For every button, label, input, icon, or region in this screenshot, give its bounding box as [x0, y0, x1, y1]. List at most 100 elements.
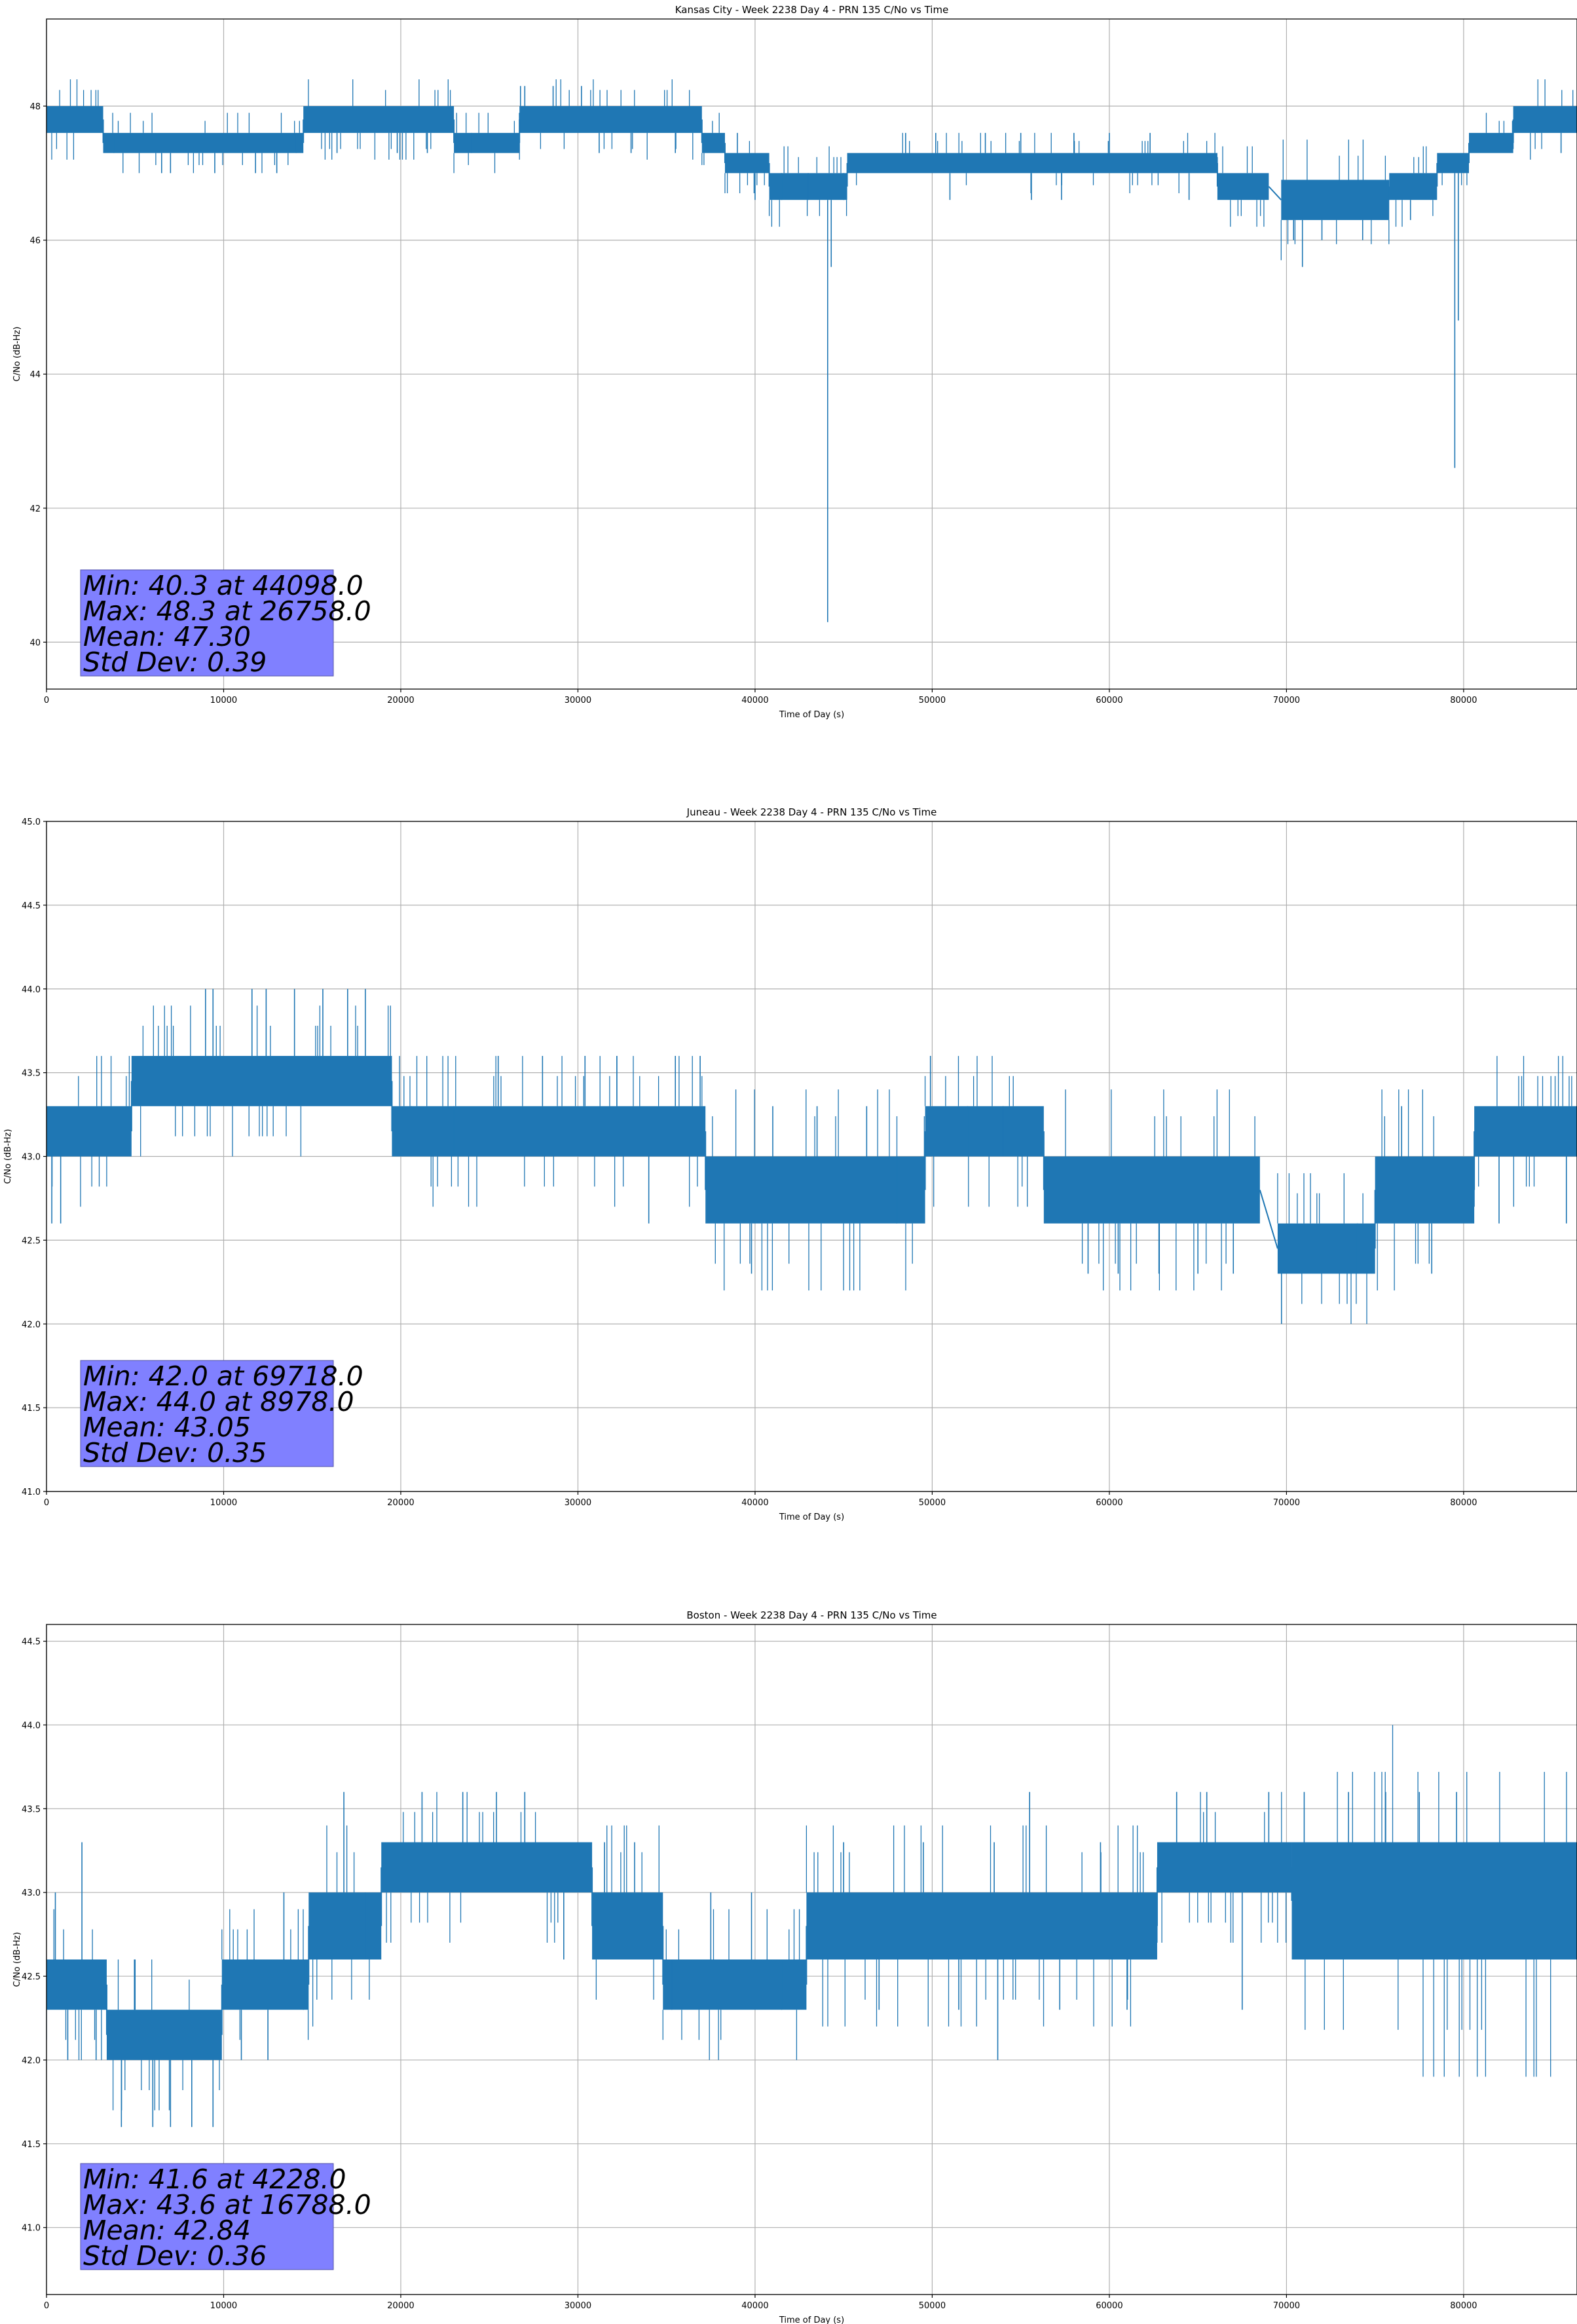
stats-line: Mean: 43.05 [83, 1412, 251, 1443]
chart-title: Juneau - Week 2238 Day 4 - PRN 135 C/No … [686, 806, 937, 818]
stats-box [80, 569, 334, 677]
x-tick-label: 10000 [210, 696, 237, 705]
x-tick-label: 20000 [387, 696, 414, 705]
data-band [1281, 179, 1390, 220]
data-band [303, 105, 455, 133]
y-tick-label: 44.5 [22, 901, 41, 911]
stats-line: Std Dev: 0.35 [83, 1437, 267, 1469]
x-tick-label: 60000 [1096, 2301, 1122, 2311]
data-band [1217, 173, 1269, 200]
x-axis-label: Time of Day (s) [779, 2315, 844, 2324]
data-band [1291, 1842, 1577, 1960]
x-tick-label: 80000 [1450, 696, 1477, 705]
x-tick-label: 80000 [1450, 1498, 1477, 1508]
y-tick-label: 41.5 [22, 2140, 41, 2150]
data-band [308, 1892, 382, 1960]
data-band [221, 1959, 309, 2010]
y-tick-label: 44.0 [22, 985, 41, 995]
data-band [1043, 1156, 1260, 1224]
stats-line: Min: 42.0 at 69718.0 [83, 1360, 363, 1392]
data-band [1469, 132, 1513, 153]
stats-line: Min: 41.6 at 4228.0 [83, 2164, 346, 2195]
series-line [46, 1725, 1577, 2127]
x-tick-label: 70000 [1273, 2301, 1300, 2311]
data-band [925, 1106, 1044, 1157]
y-axis-label: C/No (dB-Hz) [3, 1129, 13, 1184]
y-tick-label: 44.0 [22, 1721, 41, 1731]
x-tick-label: 40000 [741, 1498, 768, 1508]
stats-line: Max: 48.3 at 26758.0 [83, 595, 371, 627]
stats-box [80, 1360, 334, 1467]
data-band [1389, 173, 1438, 200]
x-tick-label: 20000 [387, 2301, 414, 2311]
x-axis-label: Time of Day (s) [779, 710, 844, 720]
x-tick-label: 30000 [565, 696, 591, 705]
data-band [106, 2010, 222, 2060]
stats-box [80, 2163, 334, 2270]
data-band [1437, 153, 1470, 174]
data-transition [1259, 1190, 1278, 1249]
data-band [381, 1842, 593, 1893]
y-tick-label: 42 [29, 504, 41, 514]
data-band [103, 132, 304, 153]
data-band [847, 153, 1217, 174]
data-band [519, 105, 702, 133]
y-tick-label: 43.0 [22, 1888, 41, 1898]
x-tick-label: 60000 [1096, 1498, 1122, 1508]
data-band [46, 1959, 107, 2010]
data-band [1157, 1842, 1292, 1893]
data-band [46, 1106, 132, 1157]
x-tick-label: 50000 [919, 696, 946, 705]
noise-strokes [46, 79, 1574, 261]
x-tick-label: 50000 [919, 1498, 946, 1508]
stats-line: Min: 40.3 at 44098.0 [83, 570, 363, 601]
y-tick-label: 40 [29, 638, 41, 648]
data-band [131, 1056, 392, 1106]
stats-line: Mean: 47.30 [83, 621, 251, 652]
y-tick-label: 42.5 [22, 1972, 41, 1982]
y-axis-label: C/No (dB-Hz) [12, 327, 22, 382]
y-tick-label: 41.5 [22, 1404, 41, 1414]
y-tick-label: 41.0 [22, 2224, 41, 2234]
y-tick-label: 43.0 [22, 1153, 41, 1163]
x-tick-label: 70000 [1273, 696, 1300, 705]
x-tick-label: 70000 [1273, 1498, 1300, 1508]
x-tick-label: 40000 [741, 696, 768, 705]
data-transition [1268, 186, 1282, 200]
chart-panel: 0 10000 20000 30000 40000 50000 60000 70000 8000… [3, 806, 1577, 1522]
x-tick-label: 0 [44, 1498, 49, 1508]
axes-frame [46, 1624, 1577, 2295]
x-tick-label: 50000 [919, 2301, 946, 2311]
y-axis-label: C/No (dB-Hz) [12, 1932, 22, 1987]
chart-title: Kansas City - Week 2238 Day 4 - PRN 135 … [675, 4, 949, 16]
y-tick-label: 42.0 [22, 2056, 41, 2066]
noise-strokes [46, 1725, 1567, 2110]
y-tick-label: 42.0 [22, 1320, 41, 1330]
x-tick-label: 60000 [1096, 696, 1122, 705]
y-tick-label: 44.5 [22, 1638, 41, 1647]
data-band [1277, 1223, 1375, 1274]
chart-panel: 0 10000 20000 30000 40000 50000 60000 70000 8000… [12, 1609, 1577, 2324]
data-band [724, 153, 770, 174]
x-tick-label: 10000 [210, 2301, 237, 2311]
y-tick-label: 42.5 [22, 1236, 41, 1246]
data-band [806, 1892, 1157, 1960]
data-band [1375, 1156, 1475, 1224]
x-tick-label: 80000 [1450, 2301, 1477, 2311]
y-tick-label: 43.5 [22, 1805, 41, 1814]
series-line [46, 79, 1577, 622]
chart-panel: 0 10000 20000 30000 40000 50000 60000 70000 8000… [12, 4, 1577, 720]
data-band [663, 1959, 807, 2010]
data-band [454, 132, 520, 153]
y-tick-label: 44 [29, 370, 41, 380]
chart-title: Boston - Week 2238 Day 4 - PRN 135 C/No … [686, 1609, 937, 1621]
stats-line: Max: 44.0 at 8978.0 [83, 1386, 354, 1417]
data-band [392, 1106, 706, 1157]
y-tick-label: 45.0 [22, 817, 41, 827]
stats-line: Mean: 42.84 [83, 2215, 251, 2246]
x-tick-label: 40000 [741, 2301, 768, 2311]
stats-line: Max: 43.6 at 16788.0 [83, 2189, 371, 2221]
x-tick-label: 30000 [565, 1498, 591, 1508]
data-band [592, 1892, 663, 1960]
